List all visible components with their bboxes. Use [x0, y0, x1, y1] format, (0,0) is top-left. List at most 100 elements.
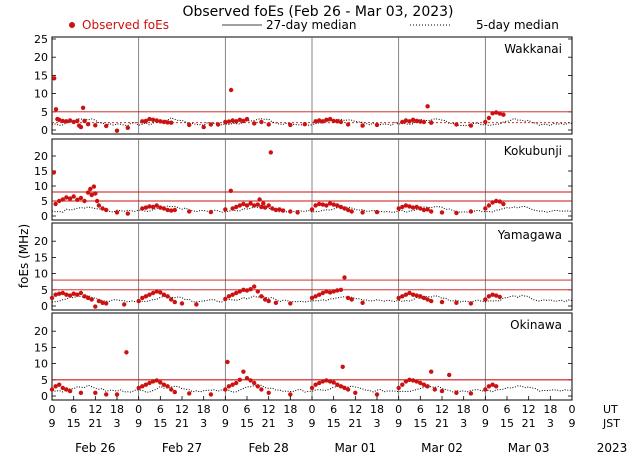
observed-point: [259, 294, 264, 299]
observed-point: [78, 390, 84, 395]
observed-point: [331, 118, 336, 124]
observed-point: [396, 295, 401, 301]
legend-observed-label: Observed foEs: [82, 18, 169, 32]
observed-point: [414, 293, 419, 298]
y-tick-label: 25: [34, 33, 48, 46]
observed-point: [374, 392, 380, 397]
ut-tick-label: 6: [330, 403, 337, 416]
observed-point: [410, 117, 416, 123]
observed-point: [317, 380, 322, 386]
observed-point: [374, 122, 380, 128]
y-tick-label: 10: [34, 358, 48, 371]
observed-point: [147, 116, 152, 122]
y-tick-label: 5: [41, 374, 48, 387]
observed-point: [136, 385, 141, 391]
observed-point: [403, 379, 409, 384]
observed-point: [94, 198, 100, 204]
observed-point: [237, 377, 242, 382]
observed-point: [104, 123, 109, 129]
observed-point: [497, 294, 502, 300]
jst-tick-label: 3: [200, 417, 207, 430]
observed-point: [226, 119, 232, 124]
y-tick-label: 20: [34, 325, 48, 338]
observed-point: [483, 297, 488, 302]
observed-point: [169, 387, 174, 392]
y-tick-label: 15: [34, 251, 48, 264]
ut-tick-label: 18: [110, 403, 124, 416]
observed-point: [494, 198, 499, 204]
y-tick-label: 15: [34, 165, 48, 178]
observed-point: [335, 203, 340, 208]
observed-point: [187, 209, 192, 214]
observed-point: [418, 119, 423, 124]
observed-point: [161, 292, 167, 297]
y-tick-label: 0: [41, 124, 48, 137]
observed-point: [150, 379, 156, 384]
observed-point: [52, 76, 57, 81]
observed-point: [400, 294, 405, 299]
observed-point: [273, 300, 279, 305]
observed-point: [248, 287, 253, 292]
observed-point: [494, 293, 499, 298]
ut-tick-label: 0: [395, 403, 402, 416]
observed-point: [223, 296, 228, 302]
observed-point: [277, 207, 282, 212]
jst-tick-label: 15: [240, 417, 254, 430]
observed-point: [234, 290, 239, 296]
observed-point: [490, 382, 495, 387]
observed-point: [228, 188, 233, 193]
observed-point: [93, 191, 98, 196]
panel-okinawa: 0 5 10 15 20 Okinawa: [34, 312, 573, 403]
observed-point: [165, 120, 170, 125]
observed-point: [486, 384, 492, 389]
observed-point: [429, 209, 434, 214]
observed-point: [100, 300, 105, 305]
observed-point: [154, 289, 159, 294]
observed-point: [421, 382, 427, 387]
observed-point: [169, 120, 174, 125]
observed-point: [439, 299, 445, 305]
observed-point: [407, 377, 412, 382]
observed-point: [410, 378, 416, 383]
observed-point: [124, 350, 129, 355]
observed-point: [194, 302, 199, 307]
observed-point: [53, 201, 58, 207]
observed-point: [114, 392, 120, 397]
observed-point: [429, 120, 434, 125]
y-tick-label: 15: [34, 69, 48, 82]
ut-tick-label: 12: [522, 403, 536, 416]
x-axis: 0961512211830961512211830961512211830961…: [49, 396, 627, 455]
observed-point: [161, 382, 167, 387]
station-name: Kokubunji: [504, 144, 562, 158]
observed-point: [313, 203, 318, 208]
jst-tick-label: 15: [67, 417, 81, 430]
observed-point: [400, 119, 405, 125]
observed-point: [331, 380, 336, 385]
observed-point: [57, 382, 62, 387]
observed-point: [225, 359, 230, 365]
observed-point: [64, 292, 69, 297]
observed-point: [338, 119, 344, 125]
jst-tick-label: 15: [413, 417, 427, 430]
observed-point: [266, 203, 271, 208]
observed-point: [345, 122, 351, 127]
y-tick-label: 15: [34, 341, 48, 354]
observed-point: [226, 294, 232, 299]
observed-point: [51, 170, 56, 175]
jst-tick-label: 15: [327, 417, 341, 430]
panel-yamagawa: 0 5 10 15 20 Yamagawa: [34, 222, 573, 313]
observed-point: [414, 118, 419, 124]
observed-point: [490, 200, 495, 205]
observed-point: [104, 207, 109, 213]
observed-point: [75, 118, 80, 124]
observed-point: [425, 104, 430, 109]
ut-tick-label: 18: [543, 403, 557, 416]
ut-tick-label: 6: [157, 403, 164, 416]
observed-point: [483, 206, 488, 211]
observed-point: [324, 378, 329, 383]
observed-point: [140, 206, 145, 211]
observed-point: [67, 118, 73, 123]
observed-point: [403, 118, 409, 123]
observed-point: [418, 206, 423, 211]
